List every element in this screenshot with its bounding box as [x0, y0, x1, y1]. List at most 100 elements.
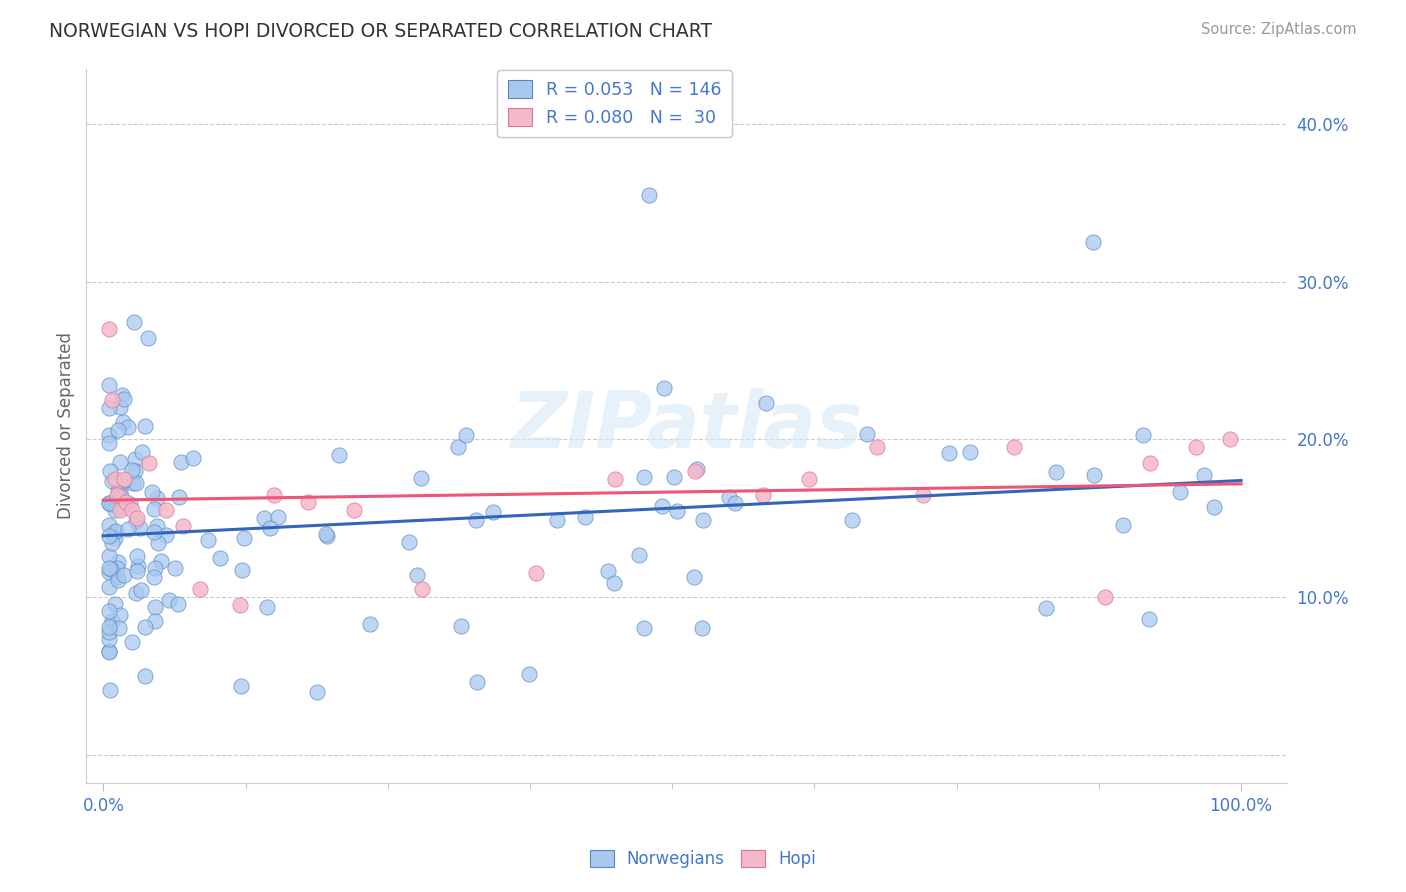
Point [107, 573, 129, 587]
Point [454, 428, 477, 442]
Point [145, 614, 167, 628]
Point [450, 619, 472, 633]
Point [307, 685, 329, 699]
Point [692, 512, 714, 526]
Point [155, 503, 177, 517]
Point [683, 570, 706, 584]
Point [1139, 456, 1161, 470]
Point [105, 487, 128, 501]
Point [253, 510, 276, 524]
Point [1002, 440, 1025, 454]
Point [108, 607, 131, 622]
Point [98, 496, 121, 510]
Point [98, 378, 121, 392]
Point [752, 487, 775, 501]
Point [103, 525, 125, 540]
Point [157, 593, 180, 607]
Point [467, 674, 489, 689]
Point [315, 527, 337, 541]
Text: NORWEGIAN VS HOPI DIVORCED OR SEPARATED CORRELATION CHART: NORWEGIAN VS HOPI DIVORCED OR SEPARATED … [49, 22, 713, 41]
Point [129, 520, 152, 534]
Point [233, 531, 256, 545]
Point [316, 529, 339, 543]
Point [117, 523, 139, 537]
Point [143, 561, 166, 575]
Point [101, 497, 124, 511]
Point [938, 445, 960, 459]
Point [856, 426, 879, 441]
Point [464, 513, 486, 527]
Point [107, 556, 129, 570]
Point [127, 558, 149, 573]
Point [145, 519, 167, 533]
Point [1094, 590, 1116, 604]
Point [1045, 465, 1067, 479]
Point [121, 635, 143, 649]
Point [124, 465, 146, 479]
Point [98, 322, 121, 336]
Point [188, 582, 211, 597]
Point [517, 667, 540, 681]
Point [797, 472, 820, 486]
Point [229, 598, 252, 612]
Point [138, 456, 160, 470]
Point [110, 483, 132, 498]
Point [111, 388, 134, 402]
Point [1219, 433, 1241, 447]
Point [105, 570, 128, 584]
Point [1192, 467, 1215, 482]
Point [911, 487, 934, 501]
Point [98, 561, 121, 575]
Point [100, 562, 122, 576]
Point [959, 445, 981, 459]
Point [98, 625, 121, 640]
Point [683, 464, 706, 478]
Point [121, 503, 143, 517]
Point [690, 621, 713, 635]
Point [343, 503, 366, 517]
Legend: Norwegians, Hopi: Norwegians, Hopi [583, 843, 823, 875]
Point [605, 472, 627, 486]
Point [110, 489, 132, 503]
Point [1112, 518, 1135, 533]
Point [141, 484, 163, 499]
Point [633, 469, 655, 483]
Point [122, 315, 145, 329]
Legend: R = 0.053   N = 146, R = 0.080   N =  30: R = 0.053 N = 146, R = 0.080 N = 30 [498, 70, 731, 137]
Point [104, 597, 127, 611]
Point [603, 575, 626, 590]
Point [446, 441, 468, 455]
Point [107, 483, 129, 498]
Point [717, 490, 740, 504]
Point [122, 475, 145, 490]
Point [98, 644, 121, 658]
Point [231, 563, 253, 577]
Point [651, 499, 673, 513]
Point [98, 401, 121, 416]
Point [1132, 428, 1154, 442]
Point [131, 445, 153, 459]
Point [104, 503, 127, 517]
Point [145, 491, 167, 506]
Point [100, 464, 122, 478]
Point [121, 463, 143, 477]
Point [841, 512, 863, 526]
Y-axis label: Divorced or Separated: Divorced or Separated [58, 333, 75, 519]
Point [359, 617, 381, 632]
Point [524, 566, 547, 581]
Point [666, 504, 689, 518]
Point [638, 187, 661, 202]
Point [267, 510, 290, 524]
Point [104, 472, 127, 486]
Point [167, 598, 190, 612]
Point [101, 392, 124, 407]
Point [596, 565, 619, 579]
Point [686, 462, 709, 476]
Point [143, 600, 166, 615]
Point [112, 472, 135, 486]
Point [181, 451, 204, 466]
Point [125, 549, 148, 563]
Point [297, 495, 319, 509]
Point [328, 449, 350, 463]
Point [100, 497, 122, 511]
